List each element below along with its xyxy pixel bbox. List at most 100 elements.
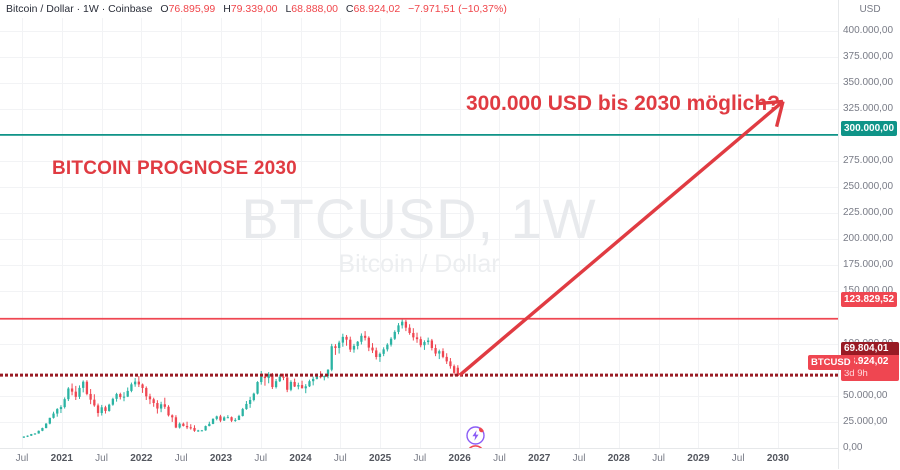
- time-label-year: 2025: [369, 453, 391, 464]
- candle-body: [386, 345, 388, 350]
- time-label-month: Jul: [175, 453, 188, 464]
- candle-body: [394, 332, 396, 339]
- plot-area[interactable]: BTCUSD, 1W Bitcoin / Dollar BITCOIN PROG…: [0, 18, 838, 448]
- candle-body: [360, 336, 362, 342]
- symbol-title[interactable]: Bitcoin / Dollar · 1W · Coinbase: [6, 3, 152, 15]
- candle-body: [264, 377, 266, 378]
- price-tick-label: 50.000,00: [843, 390, 888, 401]
- chart-legend: Bitcoin / Dollar · 1W · Coinbase O76.895…: [6, 2, 507, 16]
- candle-body: [204, 426, 206, 430]
- candle-body: [390, 339, 392, 345]
- candle-body: [26, 436, 28, 437]
- candle-body: [290, 382, 292, 390]
- candle-body: [38, 431, 40, 434]
- candle-body: [64, 399, 66, 407]
- candle-body: [108, 405, 110, 411]
- series-layer: [0, 18, 838, 448]
- candle-body: [182, 424, 184, 426]
- candle-body: [431, 341, 433, 349]
- arrow-shaft: [460, 101, 783, 375]
- time-label-month: Jul: [573, 453, 586, 464]
- candle-body: [242, 409, 244, 416]
- candle-body: [223, 417, 225, 420]
- candle-body: [227, 417, 229, 418]
- price-tick-label: 350.000,00: [843, 77, 893, 88]
- candle-body: [331, 346, 333, 369]
- time-label-year: 2021: [51, 453, 73, 464]
- candle-body: [82, 382, 84, 388]
- candle-body: [119, 394, 121, 397]
- ohlc-high: H79.339,00: [223, 3, 277, 15]
- candle-body: [438, 351, 440, 353]
- lightning-icon[interactable]: [466, 426, 485, 445]
- candle-body: [442, 351, 444, 357]
- candle-body: [434, 348, 436, 354]
- time-label-year: 2027: [528, 453, 550, 464]
- price-tick-label: 200.000,00: [843, 233, 893, 244]
- price-scale-unit: USD: [839, 4, 900, 15]
- high-key: H: [223, 3, 231, 15]
- candle-body: [412, 333, 414, 337]
- price-tick-label: 175.000,00: [843, 259, 893, 270]
- candle-body: [34, 433, 36, 434]
- candle-body: [156, 403, 158, 409]
- annotation-target: 300.000 USD bis 2030 möglich?: [466, 92, 780, 116]
- candle-body: [115, 394, 117, 399]
- candle-body: [93, 400, 95, 406]
- candle-body: [104, 407, 106, 411]
- time-label-year: 2022: [130, 453, 152, 464]
- candle-body: [130, 384, 132, 391]
- candle-body: [371, 348, 373, 351]
- time-label-month: Jul: [732, 453, 745, 464]
- high-value: 79.339,00: [231, 3, 278, 15]
- price-tick-label: 25.000,00: [843, 416, 888, 427]
- candle-body: [175, 417, 177, 427]
- candle-body: [67, 389, 69, 400]
- time-label-month: Jul: [493, 453, 506, 464]
- candle-body: [401, 322, 403, 326]
- candle-body: [334, 346, 336, 348]
- candle-body: [286, 378, 288, 390]
- candle-body: [60, 407, 62, 409]
- candle-body: [145, 388, 147, 396]
- low-value: 68.888,00: [291, 3, 338, 15]
- candle-body: [127, 391, 129, 397]
- candle-body: [138, 382, 140, 385]
- candle-body: [178, 424, 180, 428]
- candle-body: [49, 418, 51, 424]
- resistance-price-badge[interactable]: 123.829,52: [841, 292, 897, 307]
- price-tick-label: 400.000,00: [843, 25, 893, 36]
- candle-body: [212, 419, 214, 424]
- time-label-month: Jul: [413, 453, 426, 464]
- close-value: 68.924,02: [354, 3, 401, 15]
- candle-body: [453, 366, 455, 373]
- price-tick-label: 0,00: [843, 442, 862, 453]
- candle-body: [186, 426, 188, 427]
- ohlc-open: O76.895,99: [160, 3, 215, 15]
- time-label-year: 2023: [210, 453, 232, 464]
- open-value: 76.895,99: [169, 3, 216, 15]
- time-label-month: Jul: [652, 453, 665, 464]
- candle-body: [101, 407, 103, 413]
- candle-body: [301, 385, 303, 388]
- candle-body: [52, 414, 54, 418]
- candle-body: [245, 404, 247, 409]
- candle-body: [89, 394, 91, 400]
- candle-body: [75, 392, 77, 397]
- ohlc-close: C68.924,02: [346, 3, 400, 15]
- candle-body: [382, 349, 384, 353]
- change-value: −7.971,51 (−10,37%): [408, 3, 507, 15]
- candle-body: [41, 428, 43, 431]
- candle-body: [216, 416, 218, 419]
- candle-body: [345, 337, 347, 340]
- last-high-value: 69.804,01: [841, 342, 899, 355]
- candle-body: [416, 337, 418, 339]
- candle-body: [312, 379, 314, 381]
- candle-body: [193, 428, 195, 431]
- symbol-price-badge[interactable]: BTCUSD: [808, 355, 854, 370]
- target-price-badge[interactable]: 300.000,00: [841, 121, 897, 136]
- candle-body: [423, 342, 425, 345]
- candle-body: [338, 343, 340, 348]
